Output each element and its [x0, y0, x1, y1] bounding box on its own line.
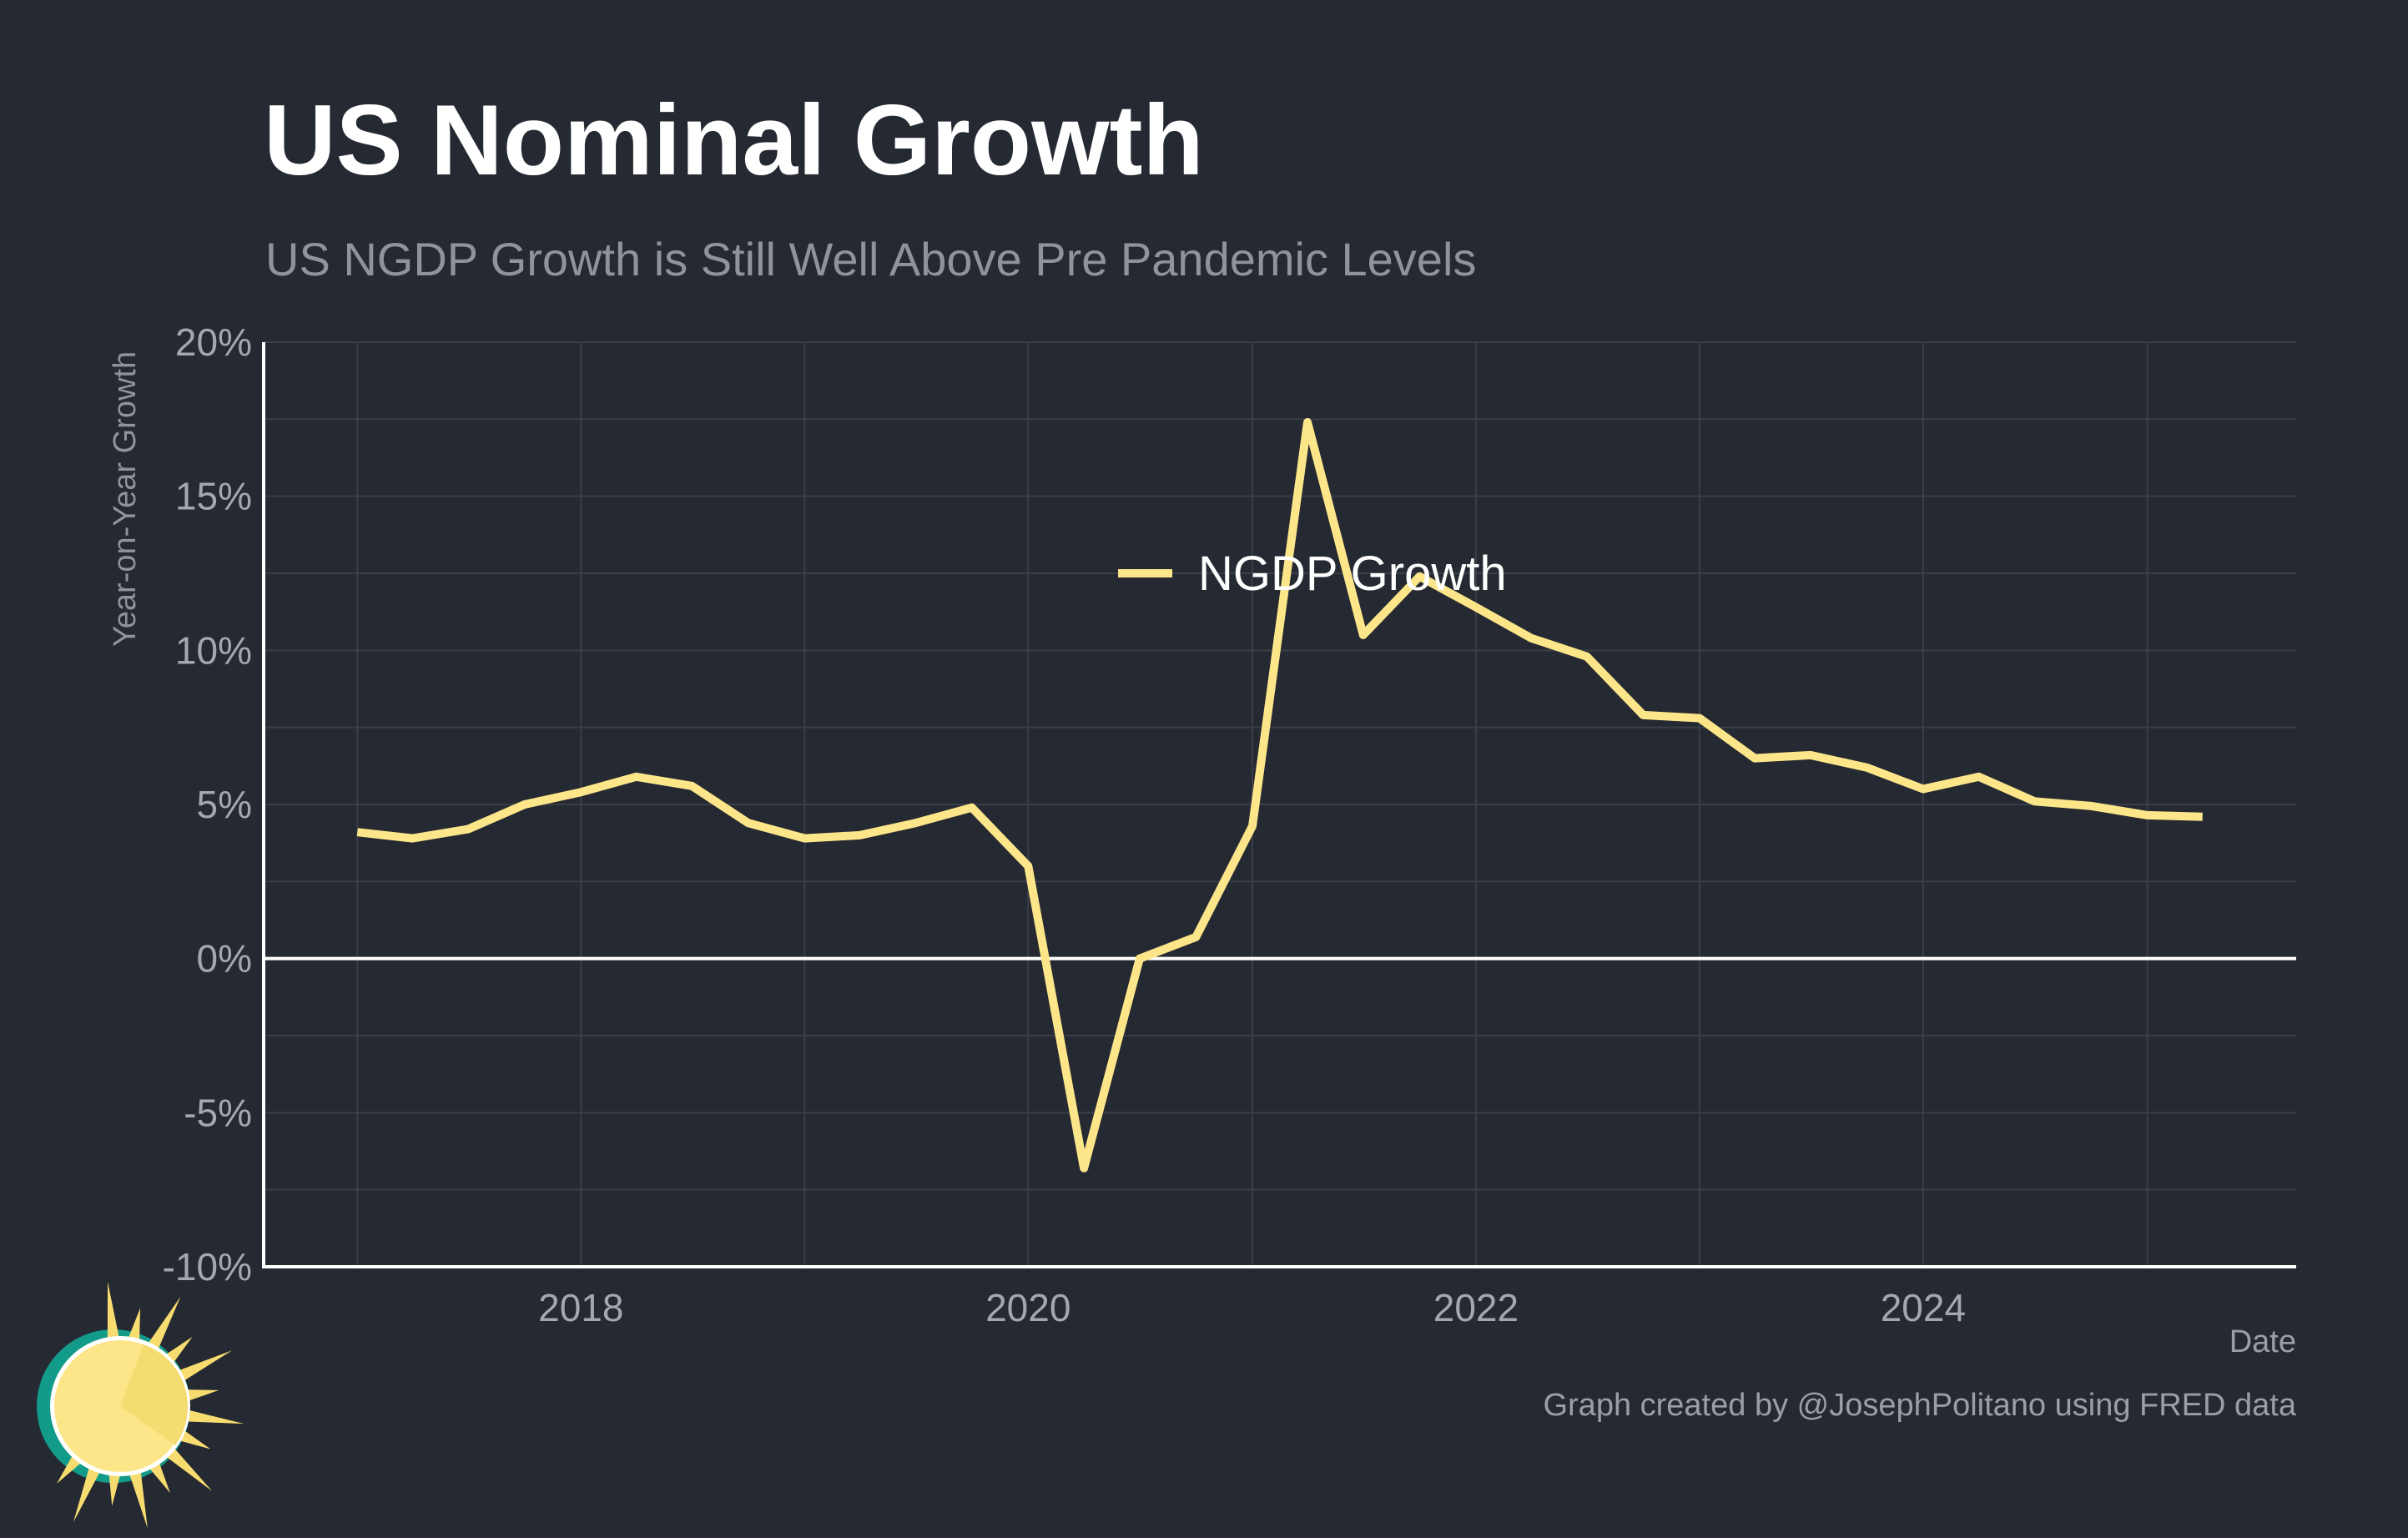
sun-ray: [164, 1446, 213, 1491]
legend: NGDP Growth: [1118, 547, 1507, 601]
legend-label-ngdp-growth: NGDP Growth: [1198, 547, 1507, 601]
sun-ray: [73, 1465, 101, 1523]
x-tick-label: 2024: [1881, 1286, 1966, 1329]
series-line-ngdp-growth: [356, 418, 2203, 1172]
sun-ray: [177, 1350, 233, 1382]
sun-ray: [177, 1429, 211, 1450]
grid: [264, 341, 2296, 1267]
axes: [262, 342, 2296, 1268]
sun-ray: [107, 1281, 120, 1341]
x-tick-label: 2020: [985, 1286, 1071, 1329]
series-layer: [356, 418, 2203, 1172]
sun-ray: [184, 1389, 219, 1402]
y-tick-label: -10%: [163, 1245, 252, 1288]
y-tick-label: 10%: [175, 628, 252, 672]
tick-labels: -10% -5% 0% 5% 10% 15% 20% 2018 2020 2022 2024: [163, 320, 1966, 1329]
sun-ray: [108, 1471, 121, 1506]
sun-ray: [57, 1454, 83, 1484]
sun-ray: [164, 1336, 193, 1365]
chart-subtitle: US NGDP Growth is Still Well Above Pre P…: [265, 233, 1477, 285]
y-tick-label: 5%: [197, 783, 252, 826]
y-tick-label: -5%: [184, 1091, 252, 1134]
x-axis-label: Date: [2229, 1324, 2296, 1359]
sun-ray: [147, 1296, 181, 1351]
sun-ray: [148, 1460, 170, 1493]
y-tick-label: 20%: [175, 320, 252, 364]
x-tick-label: 2018: [538, 1286, 623, 1329]
source-caption: Graph created by @JosephPolitano using F…: [1543, 1388, 2296, 1423]
sun-logo-icon: [37, 1281, 244, 1529]
sun-ray: [127, 1308, 141, 1343]
y-tick-label: 15%: [175, 475, 252, 518]
sun-ray: [184, 1409, 244, 1425]
y-axis-label: Year-on-Year Growth: [108, 351, 143, 647]
y-tick-label: 0%: [197, 937, 252, 981]
sun-ray: [128, 1470, 148, 1529]
chart-title: US Nominal Growth: [264, 84, 1204, 196]
x-tick-label: 2022: [1433, 1286, 1519, 1329]
